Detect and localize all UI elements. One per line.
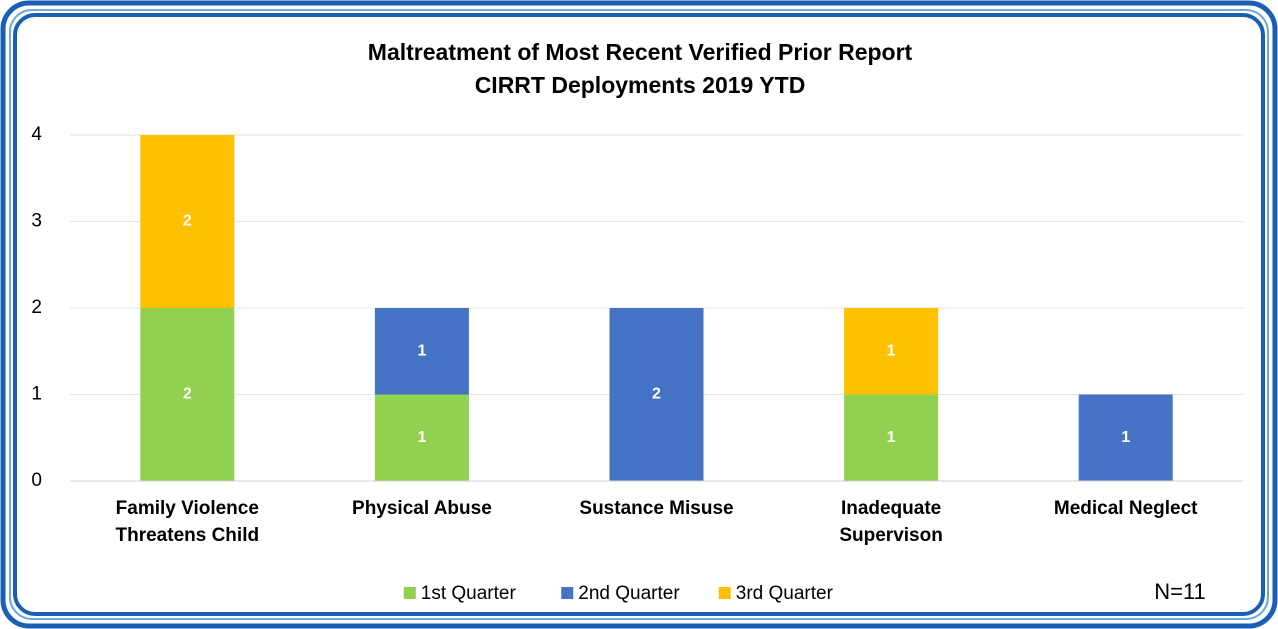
data-label: 2 xyxy=(652,386,661,403)
bar-segment xyxy=(140,135,235,308)
y-tick-label: 2 xyxy=(31,297,42,318)
annotation: N=11 xyxy=(1154,579,1206,604)
bar-segment xyxy=(844,308,939,395)
legend-label: 3rd Quarter xyxy=(736,583,834,604)
inner-frame xyxy=(13,13,1265,616)
bar-segment xyxy=(374,394,469,481)
x-tick-label: Medical Neglect xyxy=(1054,498,1198,519)
legend-swatch xyxy=(403,587,416,599)
bar-segment xyxy=(609,308,704,481)
data-label: 2 xyxy=(183,386,192,403)
x-tick-label: Sustance Misuse xyxy=(579,498,733,519)
middle-frame xyxy=(9,9,1269,620)
chart-title: Maltreatment of Most Recent Verified Pri… xyxy=(368,39,913,65)
data-label: 1 xyxy=(417,342,426,359)
y-tick-label: 4 xyxy=(31,124,42,145)
bar-segment xyxy=(374,308,469,395)
data-label: 2 xyxy=(183,213,192,230)
legend-label: 1st Quarter xyxy=(421,583,517,604)
bar-segment xyxy=(140,308,235,481)
bar-segment xyxy=(844,394,939,481)
data-label: 1 xyxy=(887,429,896,446)
data-label: 1 xyxy=(887,342,896,359)
chart-subtitle: CIRRT Deployments 2019 YTD xyxy=(475,72,806,98)
legend-swatch xyxy=(718,587,731,599)
y-tick-label: 3 xyxy=(31,211,42,232)
x-tick-label: Inadequate Supervison xyxy=(839,498,942,546)
data-label: 1 xyxy=(1121,429,1130,446)
y-tick-label: 1 xyxy=(31,384,42,405)
legend-swatch xyxy=(561,587,574,599)
x-tick-label: Family Violence Threatens Child xyxy=(116,498,260,546)
x-tick-label: Physical Abuse xyxy=(352,498,492,519)
y-tick-label: 0 xyxy=(31,470,42,491)
data-label: 1 xyxy=(417,429,426,446)
legend-label: 2nd Quarter xyxy=(578,583,680,604)
bar-segment xyxy=(1078,394,1173,481)
